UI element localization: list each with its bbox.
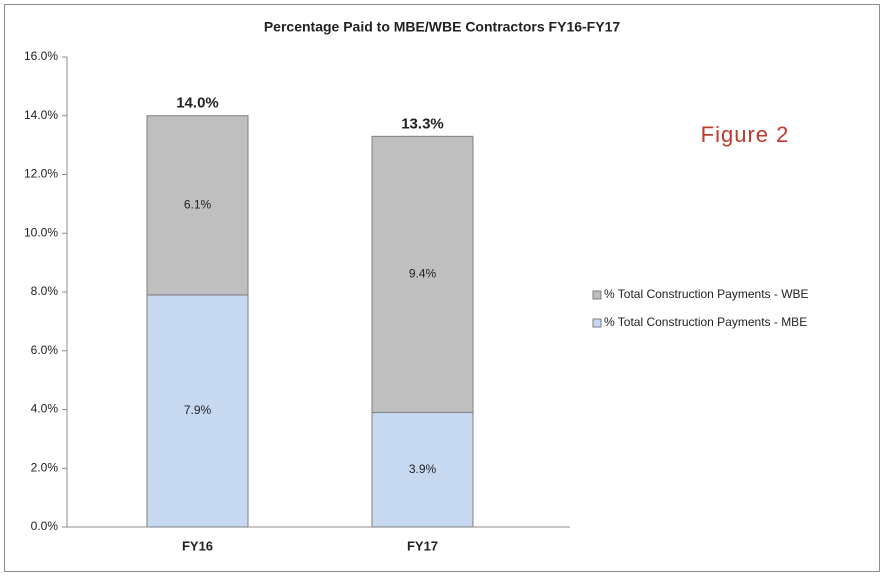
legend-label: % Total Construction Payments - MBE	[604, 315, 807, 329]
bar-segment	[146, 115, 249, 296]
total-label: 14.0%	[176, 95, 219, 112]
y-tick-label: 6.0%	[31, 343, 59, 357]
x-tick-label: FY16	[182, 538, 213, 553]
figure-annotation: Figure 2	[701, 122, 790, 147]
x-tick-label: FY17	[407, 538, 438, 553]
y-tick-label: 0.0%	[31, 519, 59, 533]
bar-segment	[371, 411, 474, 528]
y-tick-label: 10.0%	[24, 225, 58, 239]
y-tick-label: 14.0%	[24, 108, 58, 122]
y-tick-label: 12.0%	[24, 167, 58, 181]
bar-segment	[146, 294, 249, 528]
chart-title: Percentage Paid to MBE/WBE Contractors F…	[264, 19, 621, 35]
y-tick-label: 4.0%	[31, 402, 59, 416]
y-tick-label: 2.0%	[31, 460, 59, 474]
value-label: 3.9%	[409, 462, 437, 476]
y-tick-label: 8.0%	[31, 284, 59, 298]
value-label: 6.1%	[184, 198, 212, 212]
legend-swatch	[592, 290, 602, 300]
legend-swatch	[592, 318, 602, 328]
bar-segment	[371, 135, 474, 413]
value-label: 7.9%	[184, 403, 212, 417]
legend-label: % Total Construction Payments - WBE	[604, 287, 809, 301]
y-tick-label: 16.0%	[24, 49, 58, 63]
total-label: 13.3%	[401, 115, 444, 132]
value-label: 9.4%	[409, 267, 437, 281]
